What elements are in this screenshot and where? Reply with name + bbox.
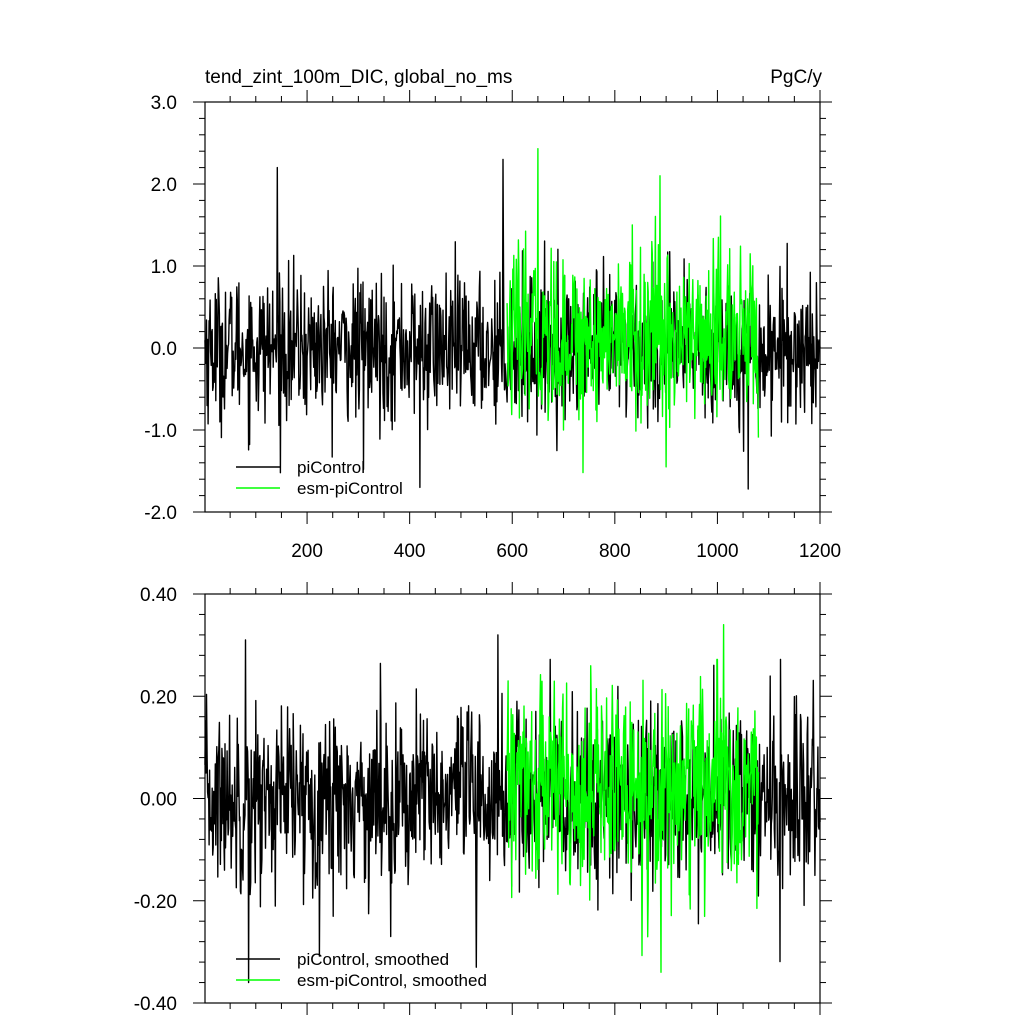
top-panel: tend_zint_100m_DIC, global_no_ms PgC/y 2… (144, 67, 841, 562)
y-tick-label: -1.0 (144, 421, 177, 442)
x-tick-label: 400 (394, 541, 426, 562)
y-tick-label: -0.40 (134, 994, 177, 1015)
legend-label: esm-piControl, smoothed (297, 971, 487, 990)
y-tick-label: -0.20 (134, 892, 177, 913)
y-tick-label: 1.0 (151, 257, 177, 278)
x-tick-label: 1200 (799, 541, 841, 562)
y-tick-label: 0.0 (151, 339, 177, 360)
y-tick-label: 2.0 (151, 175, 177, 196)
y-tick-label: 3.0 (151, 93, 177, 114)
x-tick-label: 200 (291, 541, 323, 562)
y-tick-label: -2.0 (144, 503, 177, 524)
x-tick-label: 600 (496, 541, 528, 562)
bottom-panel: -0.40 -0.20 0.00 0.20 0.40 piControl, smoothe… (134, 582, 832, 1015)
legend-label: esm-piControl (297, 479, 403, 498)
x-tick-label: 800 (599, 541, 631, 562)
legend-label: piControl, smoothed (297, 950, 449, 969)
y-tick-label: 0.00 (140, 790, 177, 811)
series-line-esm-picontrol (506, 147, 760, 474)
series-line-esm-picontrol-smoothed (506, 624, 760, 973)
units-label: PgC/y (770, 67, 822, 88)
y-tick-label: 0.20 (140, 687, 177, 708)
x-tick-label: 1000 (696, 541, 738, 562)
chart-title: tend_zint_100m_DIC, global_no_ms (205, 67, 512, 88)
y-tick-label: 0.40 (140, 585, 177, 606)
legend-label: piControl (297, 458, 365, 477)
